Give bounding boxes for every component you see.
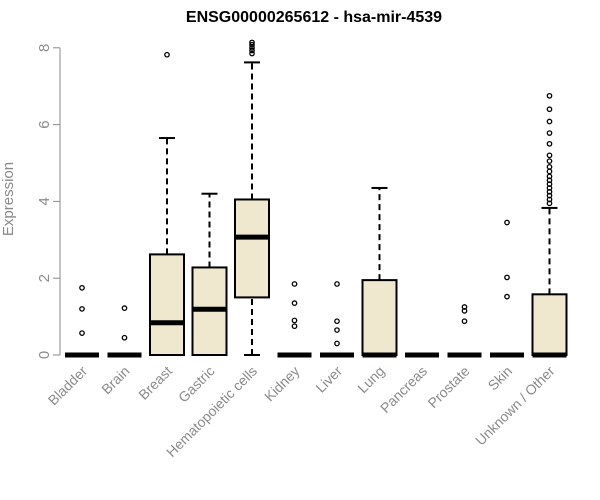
box-rect <box>234 198 270 299</box>
y-tick-label: 4 <box>36 197 53 205</box>
outlier-point <box>546 158 553 164</box>
outlier-point <box>79 284 85 291</box>
x-tick-label: Kidney <box>261 363 303 405</box>
box-rect <box>361 279 398 356</box>
x-tick-label: Skin <box>485 363 516 394</box>
outlier-point <box>546 140 553 147</box>
x-tick-label: Lung <box>354 363 387 396</box>
x-tick-label: Brain <box>98 363 132 397</box>
outlier-point <box>121 305 128 312</box>
outlier-point <box>334 340 340 347</box>
outlier-point <box>546 92 553 99</box>
y-tick-label: 8 <box>36 44 53 52</box>
outlier-point <box>334 327 340 333</box>
y-axis-label: Expression <box>0 162 17 236</box>
outlier-point <box>121 334 128 341</box>
box-rect <box>149 253 185 356</box>
x-tick-label: Breast <box>135 363 175 403</box>
chart-title: ENSG00000265612 - hsa-mir-4539 <box>186 9 442 26</box>
x-tick-label: Liver <box>312 363 345 396</box>
x-tick-label: Unknown / Other <box>472 363 558 449</box>
outlier-point <box>249 44 255 51</box>
outlier-point <box>546 168 553 175</box>
box-rect <box>531 293 568 357</box>
outlier-point <box>546 118 553 125</box>
x-tick-label: Prostate <box>424 363 472 411</box>
outlier-point <box>546 130 553 136</box>
outlier-point <box>334 281 340 287</box>
y-tick-label: 0 <box>36 351 53 359</box>
x-tick-label: Bladder <box>45 363 91 409</box>
outlier-point <box>249 39 255 46</box>
outlier-point <box>546 163 553 170</box>
outlier-point <box>334 318 340 325</box>
box-hematopoietic-cells <box>234 39 270 356</box>
box-prostate <box>447 304 482 358</box>
box-bladder <box>65 284 99 358</box>
outlier-point <box>291 323 298 330</box>
box-liver <box>320 281 354 358</box>
box-breast <box>149 51 185 356</box>
box-unknown-other <box>531 92 568 358</box>
outlier-point <box>504 219 510 226</box>
outlier-point <box>164 51 170 58</box>
outlier-point <box>546 106 553 113</box>
box-gastric <box>191 192 228 356</box>
y-tick-label: 6 <box>36 120 53 128</box>
boxes-layer <box>65 39 568 358</box>
outlier-point <box>461 304 468 310</box>
y-tick-label: 2 <box>36 274 53 282</box>
outlier-point <box>249 47 255 54</box>
x-tick-label: Pancreas <box>377 363 430 416</box>
outlier-point <box>546 152 553 159</box>
outlier-point <box>249 50 255 57</box>
box-lung <box>361 186 398 358</box>
outlier-point <box>504 293 510 300</box>
outlier-point <box>79 330 85 336</box>
outlier-point <box>291 300 298 307</box>
outlier-point <box>79 306 85 312</box>
outlier-point <box>249 41 255 48</box>
y-axis: 0 2 4 6 8 <box>36 44 61 359</box>
outlier-point <box>461 318 468 325</box>
box-kidney <box>277 281 312 358</box>
outlier-point <box>291 317 298 324</box>
outlier-point <box>291 281 298 287</box>
outlier-point <box>504 274 510 281</box>
box-skin <box>490 219 524 358</box>
box-brain <box>107 305 142 358</box>
